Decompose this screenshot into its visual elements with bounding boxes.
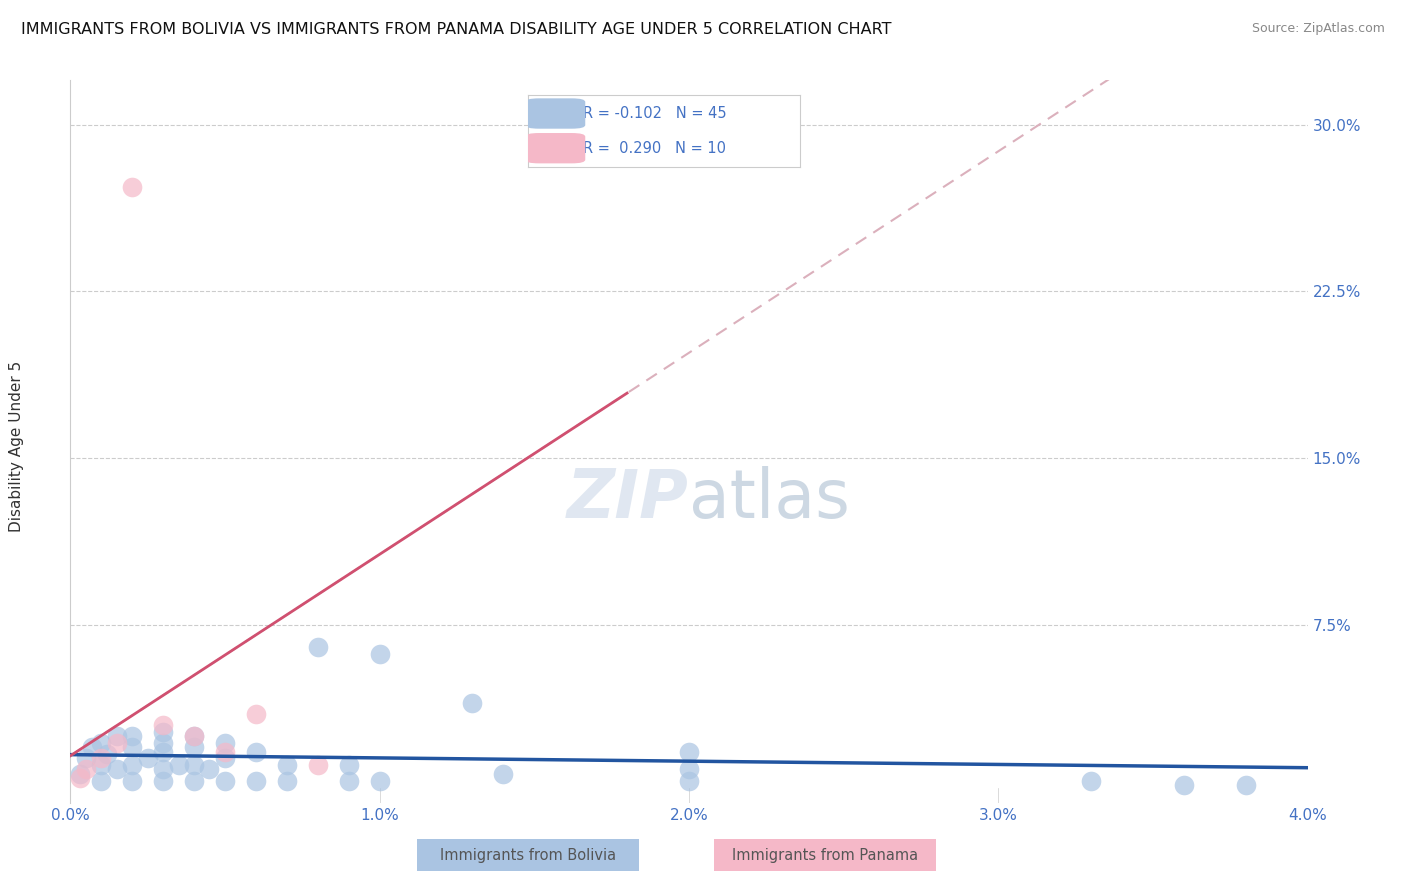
Point xyxy=(214,745,236,759)
Point xyxy=(69,767,91,781)
Text: ZIP: ZIP xyxy=(567,467,689,533)
Text: IMMIGRANTS FROM BOLIVIA VS IMMIGRANTS FROM PANAMA DISABILITY AGE UNDER 5 CORRELA: IMMIGRANTS FROM BOLIVIA VS IMMIGRANTS FR… xyxy=(21,22,891,37)
Point xyxy=(307,758,329,772)
Point xyxy=(152,763,174,777)
Point xyxy=(152,773,174,788)
Point xyxy=(152,736,174,750)
Point xyxy=(121,740,143,755)
Point xyxy=(307,640,329,655)
Point xyxy=(245,773,267,788)
Point xyxy=(152,724,174,739)
Point xyxy=(121,180,143,194)
Text: atlas: atlas xyxy=(689,467,849,533)
Point xyxy=(105,729,128,743)
Point xyxy=(90,758,112,772)
Point xyxy=(105,736,128,750)
Point xyxy=(461,696,484,710)
Point xyxy=(121,773,143,788)
Point xyxy=(75,751,97,765)
Point xyxy=(245,706,267,721)
Point xyxy=(121,729,143,743)
Point xyxy=(368,647,391,661)
Point xyxy=(368,773,391,788)
Point xyxy=(69,772,91,786)
Point xyxy=(1173,778,1195,792)
Point xyxy=(183,773,205,788)
Point xyxy=(678,745,700,759)
Point xyxy=(245,745,267,759)
Point xyxy=(90,751,112,765)
Point xyxy=(337,773,360,788)
Point xyxy=(183,729,205,743)
Point xyxy=(105,763,128,777)
Point xyxy=(337,758,360,772)
Point xyxy=(492,767,515,781)
Point xyxy=(90,736,112,750)
Point xyxy=(152,718,174,732)
Text: Source: ZipAtlas.com: Source: ZipAtlas.com xyxy=(1251,22,1385,36)
Point xyxy=(214,751,236,765)
Point xyxy=(75,763,97,777)
Point xyxy=(214,773,236,788)
Point xyxy=(167,758,190,772)
Point xyxy=(678,773,700,788)
Point xyxy=(96,747,118,761)
Point xyxy=(152,745,174,759)
Text: Disability Age Under 5: Disability Age Under 5 xyxy=(10,360,24,532)
Point xyxy=(121,758,143,772)
Point xyxy=(1234,778,1257,792)
Point xyxy=(183,729,205,743)
Point xyxy=(136,751,159,765)
Point xyxy=(1080,773,1102,788)
Point xyxy=(198,763,221,777)
Point xyxy=(276,758,298,772)
Point xyxy=(90,773,112,788)
Point xyxy=(276,773,298,788)
Point xyxy=(678,763,700,777)
Point xyxy=(80,740,103,755)
Point xyxy=(214,736,236,750)
Point xyxy=(183,740,205,755)
Point xyxy=(183,758,205,772)
